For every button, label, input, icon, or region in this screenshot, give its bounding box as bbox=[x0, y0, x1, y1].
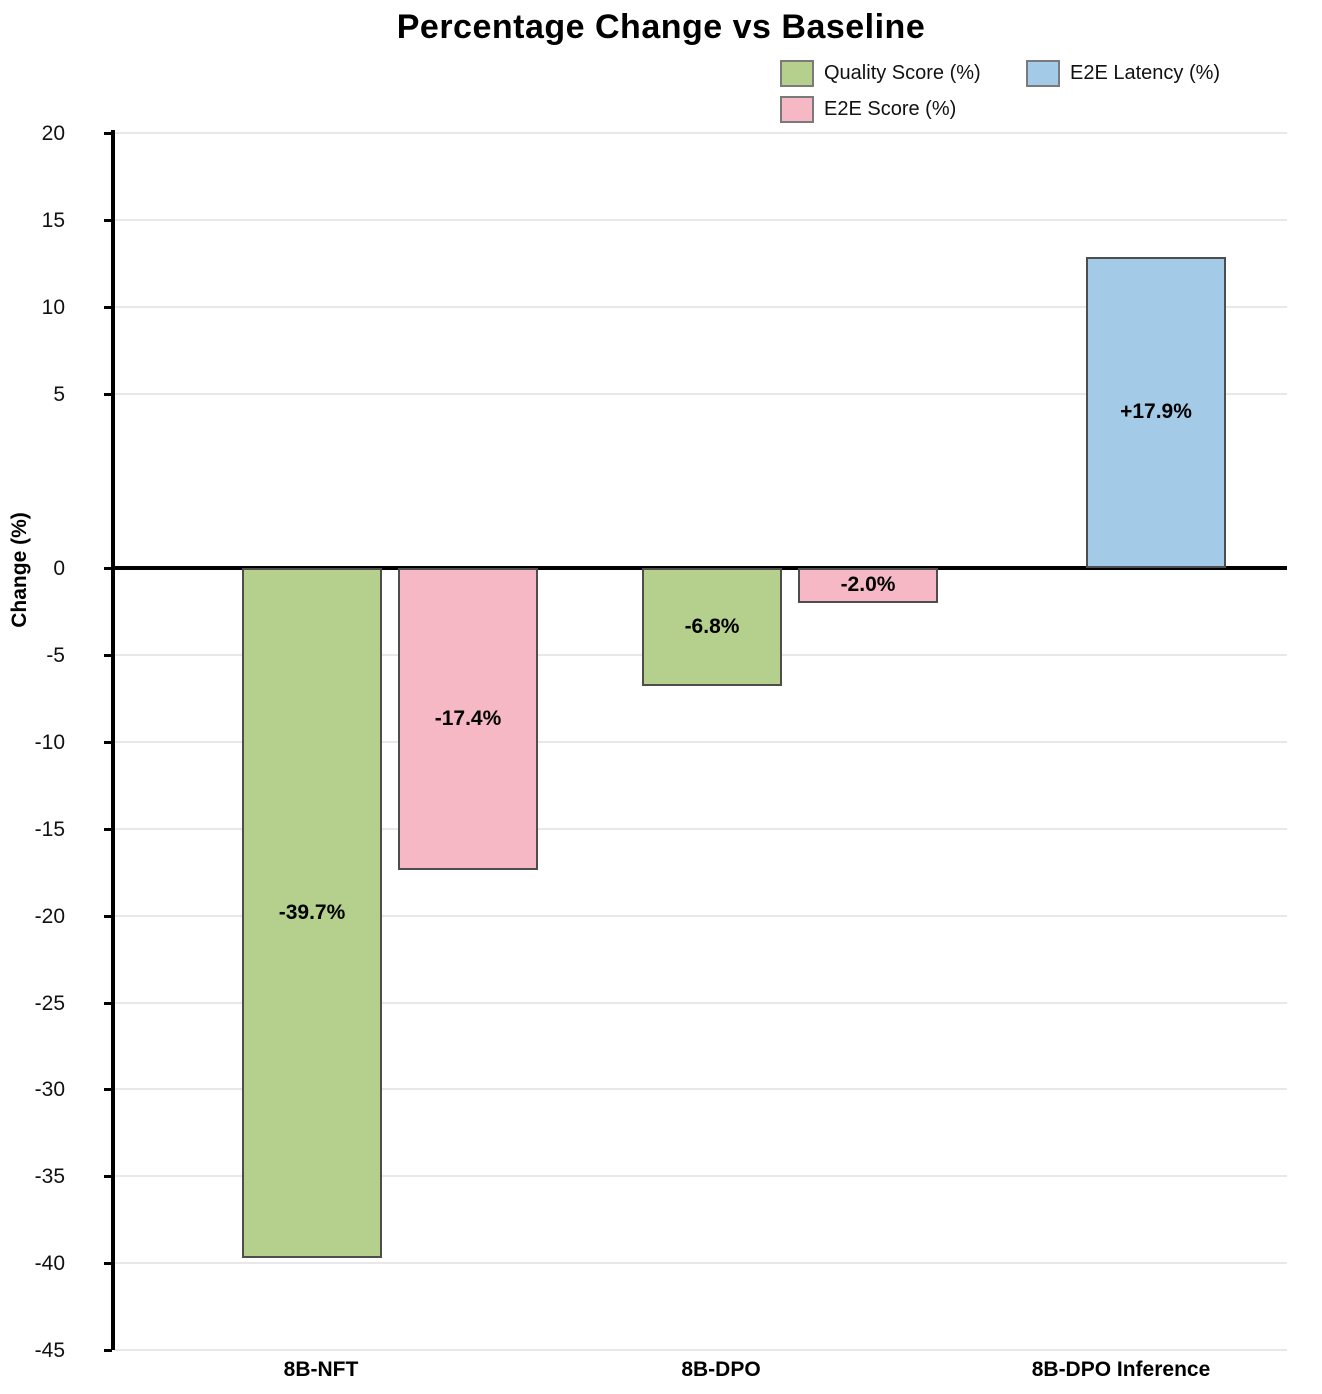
gridline bbox=[115, 1088, 1287, 1091]
legend-label: E2E Score (%) bbox=[824, 98, 957, 120]
gridline bbox=[115, 393, 1287, 396]
y-tick-mark bbox=[104, 1088, 112, 1092]
y-tick-label: -5 bbox=[46, 643, 65, 667]
y-tick-label: -10 bbox=[34, 730, 65, 754]
x-tick-label-8b-dpo: 8B-DPO bbox=[681, 1358, 761, 1381]
bar-value-label: -17.4% bbox=[434, 707, 502, 731]
gridline bbox=[115, 1001, 1287, 1004]
legend-swatch-e2e-latency bbox=[1026, 60, 1060, 87]
y-tick-mark bbox=[104, 1349, 112, 1353]
y-tick-label: -30 bbox=[34, 1078, 65, 1102]
y-tick-mark bbox=[104, 1001, 112, 1005]
legend-item-quality-score: Quality Score (%) bbox=[780, 60, 981, 87]
x-tick-label-8b-dpo-inference: 8B-DPO Inference bbox=[1031, 1358, 1211, 1381]
y-tick-mark bbox=[104, 393, 112, 397]
legend-label: E2E Latency (%) bbox=[1070, 62, 1221, 84]
bar-value-label: -2.0% bbox=[840, 573, 896, 597]
y-tick-mark bbox=[104, 306, 112, 310]
y-tick-mark bbox=[104, 740, 112, 744]
y-tick-mark bbox=[104, 1175, 112, 1179]
y-tick-label: -25 bbox=[34, 991, 65, 1015]
gridline bbox=[115, 740, 1287, 743]
gridline bbox=[115, 219, 1287, 222]
gridline bbox=[115, 1349, 1287, 1352]
gridline bbox=[115, 306, 1287, 309]
y-tick-label: 15 bbox=[41, 209, 65, 233]
y-tick-label: -20 bbox=[34, 904, 65, 928]
bar-8b-nft: -39.7% bbox=[242, 568, 382, 1258]
y-tick-mark bbox=[104, 1262, 112, 1266]
y-tick-label: 10 bbox=[41, 296, 65, 320]
y-tick-label: -40 bbox=[34, 1252, 65, 1276]
legend-swatch-e2e-score bbox=[780, 96, 814, 123]
bar-value-label: +17.9% bbox=[1120, 400, 1192, 424]
legend-swatch-quality-score bbox=[780, 60, 814, 87]
y-tick-label: 5 bbox=[53, 383, 65, 407]
y-tick-mark bbox=[104, 132, 112, 136]
y-tick-label: -45 bbox=[34, 1339, 65, 1363]
plot-area: 20 15 10 5 0 -5 -10 -15 -20 -25 -30 -35 -40 -45 -39.7%… bbox=[35, 123, 1287, 1361]
legend-item-e2e-score: E2E Score (%) bbox=[780, 96, 956, 123]
y-tick-mark bbox=[104, 219, 112, 223]
gridline bbox=[115, 1175, 1287, 1178]
y-tick-mark bbox=[104, 827, 112, 831]
bar-8b-nft: -17.4% bbox=[398, 568, 538, 871]
bar-value-label: -6.8% bbox=[684, 615, 740, 639]
chart-title: Percentage Change vs Baseline bbox=[396, 8, 926, 46]
y-tick-mark bbox=[104, 567, 112, 570]
bar-value-label: -39.7% bbox=[278, 900, 346, 924]
y-tick-mark bbox=[104, 914, 112, 918]
legend-item-e2e-latency: E2E Latency (%) bbox=[1026, 60, 1220, 87]
y-tick-label: 0 bbox=[53, 557, 65, 580]
bar-8b-dpo: -6.8% bbox=[642, 568, 782, 687]
y-tick-label: 20 bbox=[41, 122, 65, 146]
x-tick-label-8b-nft: 8B-NFT bbox=[283, 1358, 359, 1381]
gridline bbox=[115, 132, 1287, 135]
gridline bbox=[115, 914, 1287, 917]
bar-8b-dpo-inference: +17.9% bbox=[1086, 256, 1226, 568]
y-axis-line bbox=[111, 130, 115, 1350]
gridline bbox=[115, 827, 1287, 830]
legend-label: Quality Score (%) bbox=[824, 62, 981, 84]
y-tick-mark bbox=[104, 653, 112, 657]
bar-8b-dpo: -2.0% bbox=[798, 568, 938, 603]
y-tick-label: -15 bbox=[34, 817, 65, 841]
gridline bbox=[115, 1262, 1287, 1265]
y-tick-label: -35 bbox=[34, 1165, 65, 1189]
